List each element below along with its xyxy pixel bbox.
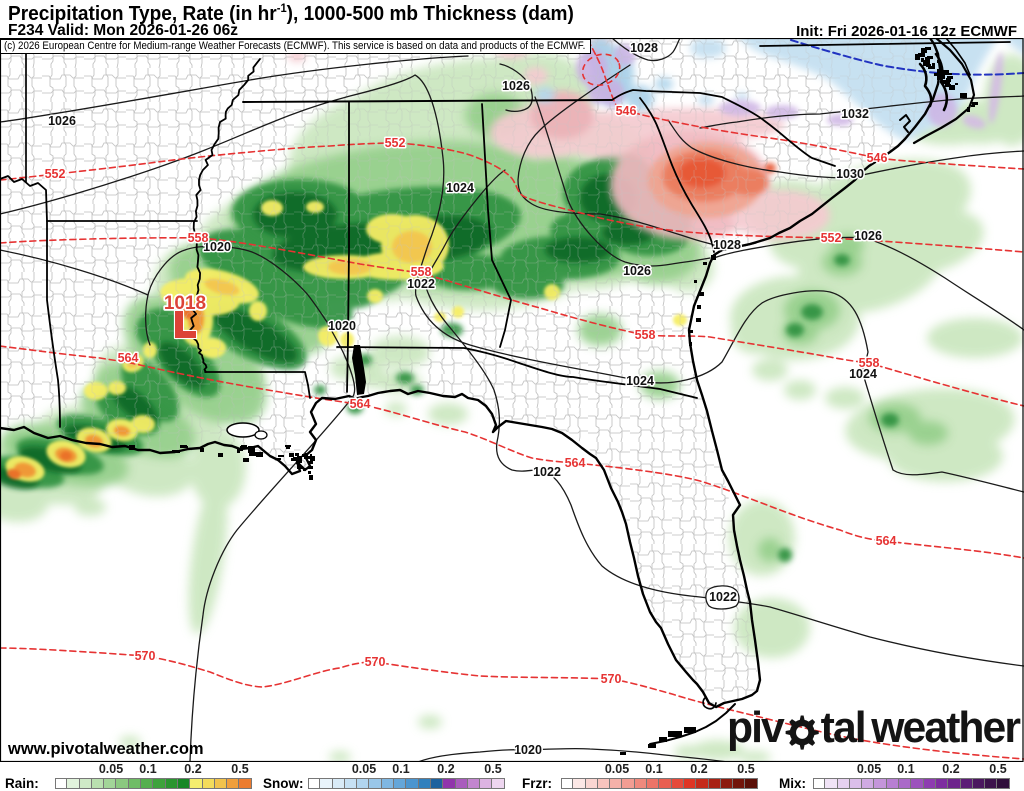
- svg-text:1028: 1028: [630, 41, 658, 55]
- svg-text:1024: 1024: [446, 181, 474, 195]
- svg-text:552: 552: [385, 136, 406, 150]
- svg-text:1024: 1024: [849, 367, 877, 381]
- svg-text:552: 552: [45, 167, 66, 181]
- svg-text:1026: 1026: [623, 264, 651, 278]
- svg-text:1020: 1020: [203, 240, 231, 254]
- svg-text:1030: 1030: [836, 167, 864, 181]
- svg-text:1020: 1020: [514, 743, 542, 757]
- svg-text:1024: 1024: [626, 374, 654, 388]
- svg-text:1022: 1022: [533, 465, 561, 479]
- svg-text:1020: 1020: [328, 319, 356, 333]
- svg-text:1026: 1026: [502, 79, 530, 93]
- svg-text:1022: 1022: [407, 277, 435, 291]
- svg-text:570: 570: [365, 655, 386, 669]
- svg-text:1026: 1026: [48, 114, 76, 128]
- svg-text:546: 546: [867, 151, 888, 165]
- svg-text:1018: 1018: [164, 293, 206, 314]
- svg-text:564: 564: [118, 351, 139, 365]
- svg-text:570: 570: [135, 649, 156, 663]
- svg-text:552: 552: [821, 231, 842, 245]
- svg-text:1026: 1026: [854, 229, 882, 243]
- svg-text:1022: 1022: [709, 590, 737, 604]
- svg-text:1028: 1028: [713, 238, 741, 252]
- svg-text:546: 546: [616, 104, 637, 118]
- svg-text:570: 570: [601, 672, 622, 686]
- svg-text:558: 558: [188, 231, 209, 245]
- svg-text:564: 564: [350, 397, 371, 411]
- svg-text:558: 558: [635, 328, 656, 342]
- svg-text:564: 564: [565, 456, 586, 470]
- svg-text:1032: 1032: [841, 107, 869, 121]
- svg-text:558: 558: [859, 356, 880, 370]
- svg-text:558: 558: [411, 265, 432, 279]
- svg-text:564: 564: [876, 534, 897, 548]
